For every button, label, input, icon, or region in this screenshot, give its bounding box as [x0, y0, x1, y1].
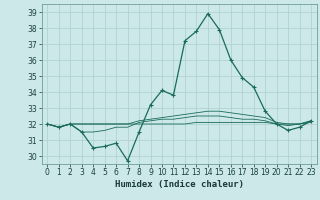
X-axis label: Humidex (Indice chaleur): Humidex (Indice chaleur)	[115, 180, 244, 189]
